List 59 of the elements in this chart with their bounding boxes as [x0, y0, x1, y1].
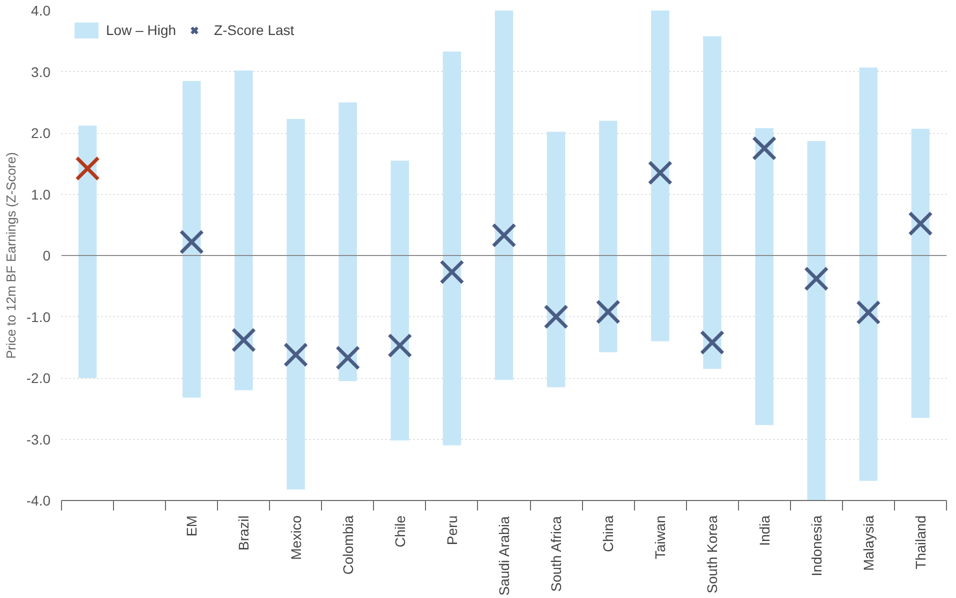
bar [911, 128, 930, 418]
x-tick-label: South Korea [704, 515, 720, 594]
y-tick-label: 3.0 [31, 64, 51, 80]
x-tick-label: Thailand [912, 516, 928, 570]
y-axis-title: Price to 12m BF Earnings (Z-Score) [3, 152, 18, 359]
point [75, 156, 100, 181]
bar [599, 120, 618, 352]
x-tick-label: Brazil [236, 515, 252, 551]
point [492, 222, 516, 248]
point [544, 304, 568, 330]
bar [807, 140, 826, 500]
bar [755, 128, 774, 426]
point [283, 342, 308, 368]
point [752, 136, 777, 161]
point [335, 345, 360, 370]
x-tick-label: Indonesia [808, 515, 824, 576]
x-tick-label: EM [184, 516, 200, 536]
point [440, 260, 464, 284]
x-tick-label: Peru [444, 515, 460, 546]
point [804, 266, 829, 292]
bar [182, 80, 201, 398]
y-tick-label: -3.0 [26, 431, 51, 448]
bar [494, 10, 514, 380]
x-tick-label: China [600, 515, 616, 552]
bar [859, 67, 878, 481]
point [700, 330, 725, 355]
point [856, 300, 881, 325]
bar [703, 36, 722, 369]
point [648, 160, 673, 186]
point [179, 230, 204, 254]
x-tick-label: Colombia [340, 515, 356, 575]
x-tick-label: Chile [392, 515, 408, 548]
point [388, 333, 412, 358]
point [231, 328, 256, 352]
x-tick-label: Mexico [288, 515, 304, 560]
point [596, 299, 620, 324]
x-tick-label: South Africa [548, 516, 564, 592]
bar [78, 126, 97, 378]
x-tick-label: Taiwan [652, 515, 668, 560]
bar [390, 160, 409, 440]
y-tick-label: -4.0 [26, 492, 51, 508]
y-tick-label: -2.0 [26, 370, 51, 386]
bar [338, 102, 357, 382]
y-tick-label: 2.0 [31, 125, 51, 141]
x-tick-label: India [756, 515, 772, 546]
bar [546, 132, 566, 388]
y-tick-label: 1.0 [31, 186, 51, 202]
bar [442, 52, 462, 446]
y-tick-label: 4.0 [31, 2, 51, 18]
y-tick-label: -1.0 [26, 308, 51, 325]
bar [286, 118, 305, 490]
legend-label: Low – High [106, 22, 176, 38]
x-tick-label: Malaysia [860, 515, 876, 571]
y-tick-label: 0 [42, 248, 51, 264]
point [908, 211, 933, 236]
legend-label: Z-Score Last [214, 22, 294, 38]
bar [651, 10, 670, 342]
bar [234, 70, 253, 390]
x-tick-label: Saudi Arabia [496, 516, 512, 596]
